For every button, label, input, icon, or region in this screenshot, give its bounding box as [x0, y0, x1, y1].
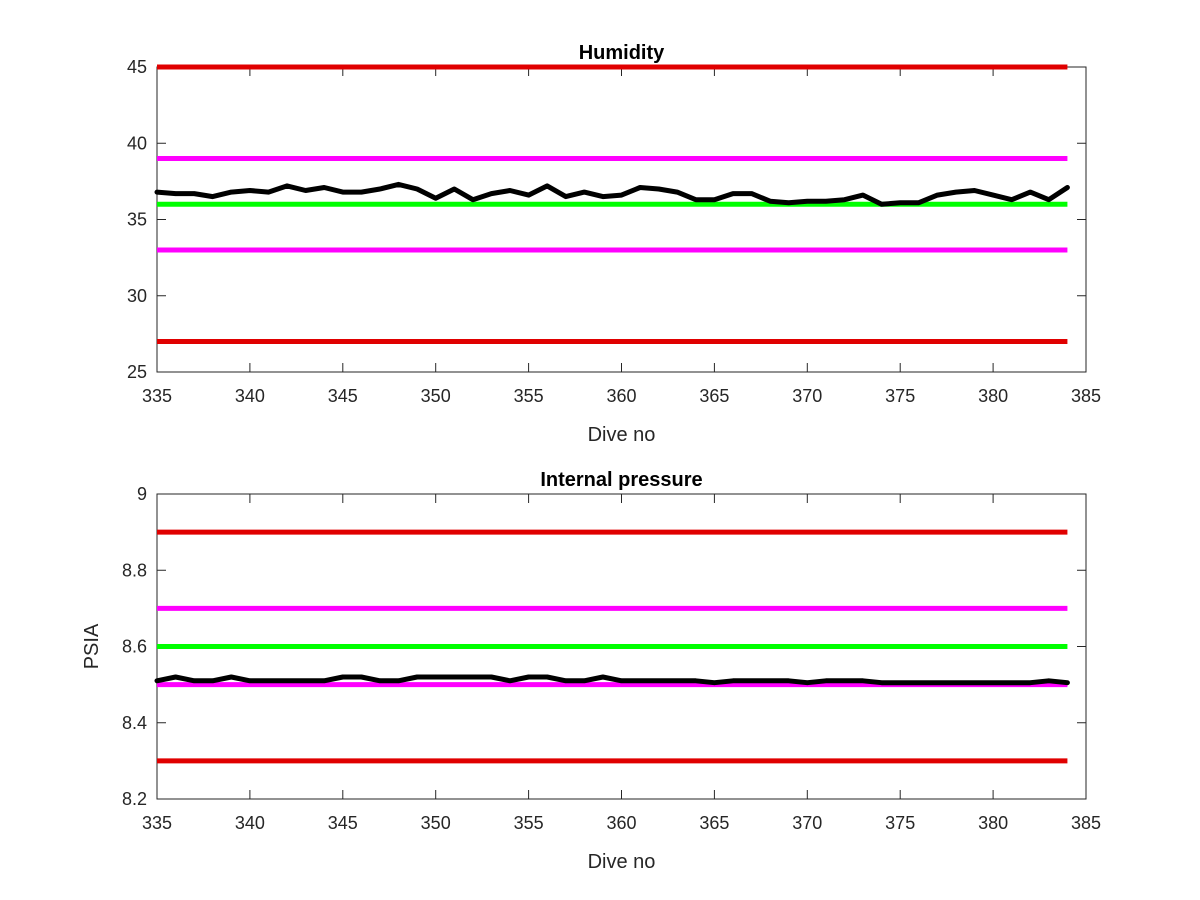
x-tick-label: 350 — [421, 813, 451, 833]
x-tick-label: 355 — [514, 386, 544, 406]
x-axis-label: Dive no — [588, 851, 656, 873]
y-tick-label: 8.6 — [122, 637, 147, 657]
x-tick-label: 360 — [606, 813, 636, 833]
series-line — [154, 674, 1070, 686]
x-tick-label: 370 — [792, 813, 822, 833]
y-tick-label: 8.8 — [122, 560, 147, 580]
y-tick-label: 45 — [127, 57, 147, 77]
x-tick-label: 365 — [699, 813, 729, 833]
x-tick-label: 380 — [978, 813, 1008, 833]
y-axis-label: PSIA — [81, 623, 103, 669]
chart-title: Humidity — [579, 42, 665, 64]
internal-pressure-panel: 335 340 345 350 355 360 365 370 375 380 385 8.2 8.4 8… — [81, 469, 1101, 873]
y-tick-label: 9 — [137, 484, 147, 504]
humidity-panel: 335 340 345 350 355 360 365 370 375 380 385 25 30 35 4… — [127, 42, 1101, 446]
x-tick-label: 375 — [885, 386, 915, 406]
x-tick-label: 345 — [328, 813, 358, 833]
x-tick-label: 335 — [142, 386, 172, 406]
chart-title: Internal pressure — [540, 469, 702, 491]
x-axis-label: Dive no — [588, 424, 656, 446]
x-tick-label: 365 — [699, 386, 729, 406]
x-tick-label: 385 — [1071, 386, 1101, 406]
x-tick-label: 370 — [792, 386, 822, 406]
y-tick-label: 8.2 — [122, 789, 147, 809]
x-tick-label: 335 — [142, 813, 172, 833]
series-line — [154, 181, 1070, 207]
x-tick-label: 385 — [1071, 813, 1101, 833]
y-tick-label: 25 — [127, 362, 147, 382]
x-tick-label: 350 — [421, 386, 451, 406]
x-tick-label: 340 — [235, 386, 265, 406]
x-tick-label: 360 — [606, 386, 636, 406]
x-tick-label: 380 — [978, 386, 1008, 406]
plot-area — [156, 66, 1087, 373]
x-tick-label: 340 — [235, 813, 265, 833]
y-tick-label: 30 — [127, 286, 147, 306]
x-tick-label: 345 — [328, 386, 358, 406]
y-tick-label: 8.4 — [122, 713, 147, 733]
x-tick-label: 375 — [885, 813, 915, 833]
x-tick-label: 355 — [514, 813, 544, 833]
y-tick-label: 35 — [127, 210, 147, 230]
y-tick-label: 40 — [127, 133, 147, 153]
